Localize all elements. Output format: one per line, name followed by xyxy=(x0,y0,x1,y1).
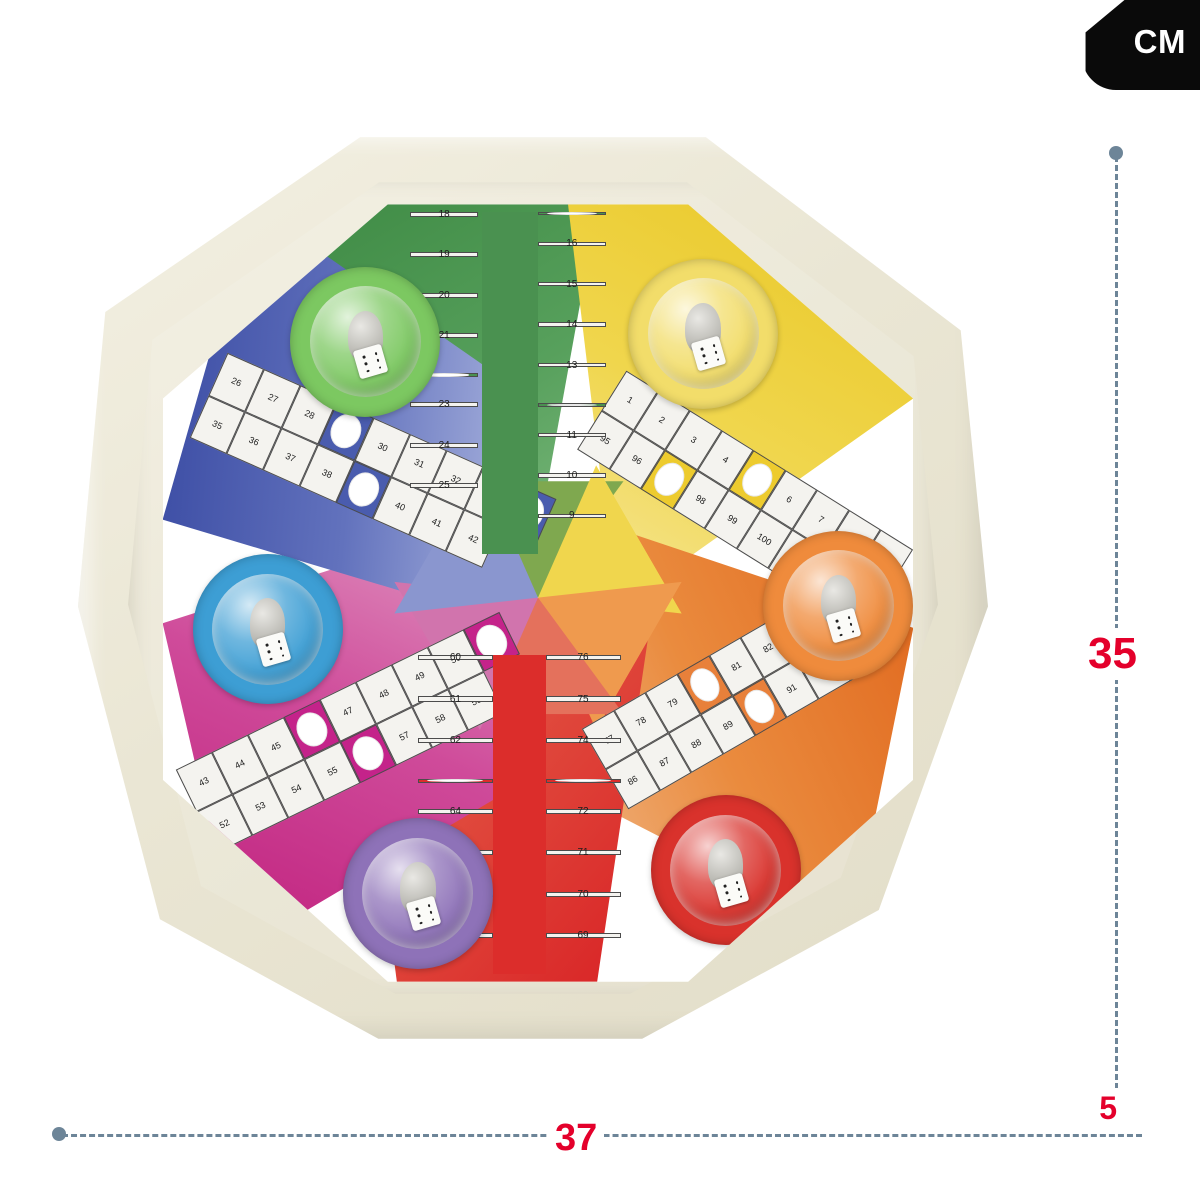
die-pip xyxy=(737,887,741,891)
home-cell: 62 xyxy=(417,735,493,746)
home-cell: 24 xyxy=(410,440,478,451)
die-pip xyxy=(739,894,743,898)
home-cell: 19 xyxy=(410,249,478,260)
dice-dome-green[interactable] xyxy=(290,266,441,417)
dome-glass xyxy=(309,286,421,398)
die-pip xyxy=(374,352,379,356)
dome-glass xyxy=(782,550,894,662)
product-image: 1234678949596989910010177787981828384868… xyxy=(78,128,988,1048)
die-pip xyxy=(429,911,433,915)
dice-dome-yellow[interactable] xyxy=(628,258,779,409)
die-pip xyxy=(851,630,856,634)
game-die xyxy=(353,343,389,380)
board-playfield: 1234678949596989910010177787981828384868… xyxy=(162,204,914,982)
home-cell: 23 xyxy=(410,399,478,410)
home-cell-marker xyxy=(546,212,598,216)
die-pip xyxy=(419,921,423,925)
home-cell xyxy=(538,212,606,216)
home-cell: 13 xyxy=(538,360,606,371)
die-pip xyxy=(427,904,431,908)
die-pip xyxy=(727,898,731,902)
die-pip xyxy=(362,355,366,359)
unit-badge-label: CM xyxy=(1133,22,1186,60)
home-cell: 25 xyxy=(410,480,478,491)
die-pip xyxy=(712,344,717,348)
die-pip xyxy=(279,646,283,650)
die-pip xyxy=(265,643,269,647)
green-center-lane xyxy=(481,212,538,555)
home-cell: 61 xyxy=(417,694,493,705)
home-cell-marker xyxy=(546,403,598,407)
home-cell: 64 xyxy=(417,806,493,817)
home-cell: 16 xyxy=(538,238,606,249)
home-cell: 10 xyxy=(538,470,606,481)
die-pip xyxy=(725,891,729,895)
die-pip xyxy=(849,623,854,627)
dome-glass xyxy=(362,838,474,950)
die-pip xyxy=(847,616,852,620)
die-pip xyxy=(281,653,285,657)
height-value: 35 xyxy=(1081,628,1144,680)
die-pip xyxy=(415,907,419,911)
die-pip xyxy=(366,369,370,373)
dice-dome-magenta[interactable] xyxy=(342,818,493,969)
home-cell xyxy=(538,403,606,407)
depth-value: 5 xyxy=(1092,1088,1124,1128)
dice-dome-orange[interactable] xyxy=(763,530,914,681)
home-cell: 71 xyxy=(545,847,621,858)
home-cell: 14 xyxy=(538,319,606,330)
die-pip xyxy=(839,633,843,638)
home-cell: 11 xyxy=(538,430,606,441)
width-value: 37 xyxy=(548,1115,605,1161)
home-cell: 9 xyxy=(538,510,606,521)
home-lane-red-right: 76 75 74 72 71 70 69 xyxy=(545,652,621,974)
die-pip xyxy=(417,914,421,918)
die-pip xyxy=(376,359,381,363)
dice-dome-red[interactable] xyxy=(650,795,801,946)
home-cell xyxy=(417,778,493,783)
home-cell: 74 xyxy=(545,735,621,746)
game-die xyxy=(825,608,862,644)
dome-glass xyxy=(670,814,782,926)
die-pip xyxy=(267,650,271,654)
die-pip xyxy=(835,620,839,624)
die-pip xyxy=(700,347,704,352)
home-cell: 72 xyxy=(545,806,621,817)
die-pip xyxy=(714,351,718,355)
die-pip xyxy=(431,918,435,922)
home-cell: 69 xyxy=(545,930,621,941)
home-cell-marker xyxy=(427,779,484,783)
home-cell: 18 xyxy=(410,209,478,220)
die-pip xyxy=(837,626,841,631)
home-cell: 76 xyxy=(545,652,621,663)
die-pip xyxy=(277,639,281,644)
dice-dome-blue[interactable] xyxy=(192,554,343,705)
home-cell: 60 xyxy=(417,652,493,663)
game-die xyxy=(690,335,727,372)
die-pip xyxy=(364,362,368,366)
dome-glass xyxy=(212,573,324,685)
home-cell: 70 xyxy=(545,889,621,900)
height-guide-start-dot xyxy=(1109,146,1123,160)
home-cell: 75 xyxy=(545,694,621,705)
game-die xyxy=(405,895,442,932)
die-pip xyxy=(378,366,383,370)
die-pip xyxy=(723,884,727,888)
width-guide-start-dot xyxy=(52,1127,66,1141)
home-cell xyxy=(545,778,621,783)
dome-glass xyxy=(647,278,759,390)
home-lane-green-left: 18 19 20 21 23 24 25 xyxy=(410,209,478,523)
die-pip xyxy=(735,880,739,885)
die-pip xyxy=(716,358,720,362)
home-cell-marker xyxy=(555,779,612,783)
home-cell: 15 xyxy=(538,279,606,290)
die-pip xyxy=(269,657,273,661)
die-pip xyxy=(702,354,706,359)
die-pip xyxy=(704,361,708,365)
home-lane-green-right: 16 15 14 13 11 10 9 xyxy=(538,212,606,554)
unit-badge: CM xyxy=(1085,0,1200,90)
red-center-lane xyxy=(492,655,546,974)
